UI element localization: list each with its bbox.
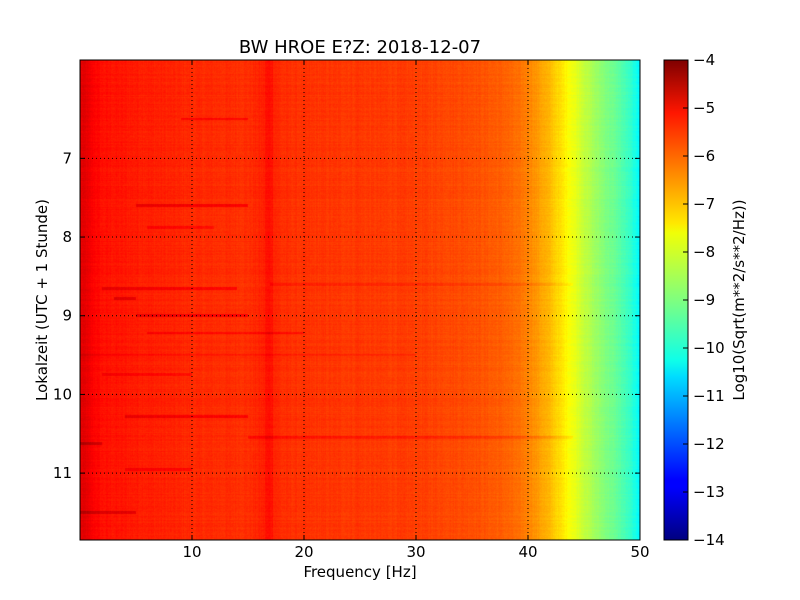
colorbar: −4 −5 −6 −7 −8 −9 −10 −11 −12 −13 −14 Log10(Sqrt(m… — [663, 51, 748, 549]
colorbar-tick-label: −13 — [693, 483, 725, 501]
grid-lines — [80, 60, 640, 540]
colorbar-tick-label: −9 — [693, 291, 715, 309]
x-tick-label: 40 — [518, 543, 537, 561]
colorbar-tick-label: −5 — [693, 99, 715, 117]
spectrogram-heatmap — [80, 60, 640, 540]
colorbar-ticks: −4 −5 −6 −7 −8 −9 −10 −11 −12 −13 −14 — [683, 51, 725, 549]
colorbar-tick-label: −14 — [693, 531, 725, 549]
x-tick-label: 50 — [630, 543, 649, 561]
x-axis-label: Frequency [Hz] — [303, 563, 416, 581]
colorbar-tick-label: −12 — [693, 435, 725, 453]
y-tick-label: 8 — [62, 228, 72, 246]
y-tick-label: 10 — [53, 385, 72, 403]
y-axis-label: Lokalzeit (UTC + 1 Stunde) — [33, 199, 51, 401]
chart-title: BW HROE E?Z: 2018-12-07 — [239, 37, 481, 58]
y-tick-label: 11 — [53, 464, 72, 482]
plot-area — [80, 60, 640, 540]
colorbar-tick-label: −10 — [693, 339, 725, 357]
colorbar-tick-label: −8 — [693, 243, 715, 261]
x-tick-label: 30 — [406, 543, 425, 561]
y-tick-label: 9 — [62, 307, 72, 325]
colorbar-label: Log10(Sqrt(m**2/s**2/Hz)) — [730, 199, 748, 400]
x-axis: 10 20 30 40 50 — [182, 60, 650, 561]
colorbar-tick-label: −4 — [693, 51, 715, 69]
y-axis: 7 8 9 10 11 — [53, 149, 640, 482]
plot-frame — [79, 59, 641, 541]
y-tick-label: 7 — [62, 149, 72, 167]
colorbar-tick-label: −7 — [693, 195, 715, 213]
colorbar-tick-label: −6 — [693, 147, 715, 165]
colorbar-tick-label: −11 — [693, 387, 725, 405]
x-tick-label: 10 — [182, 543, 201, 561]
x-tick-label: 20 — [294, 543, 313, 561]
